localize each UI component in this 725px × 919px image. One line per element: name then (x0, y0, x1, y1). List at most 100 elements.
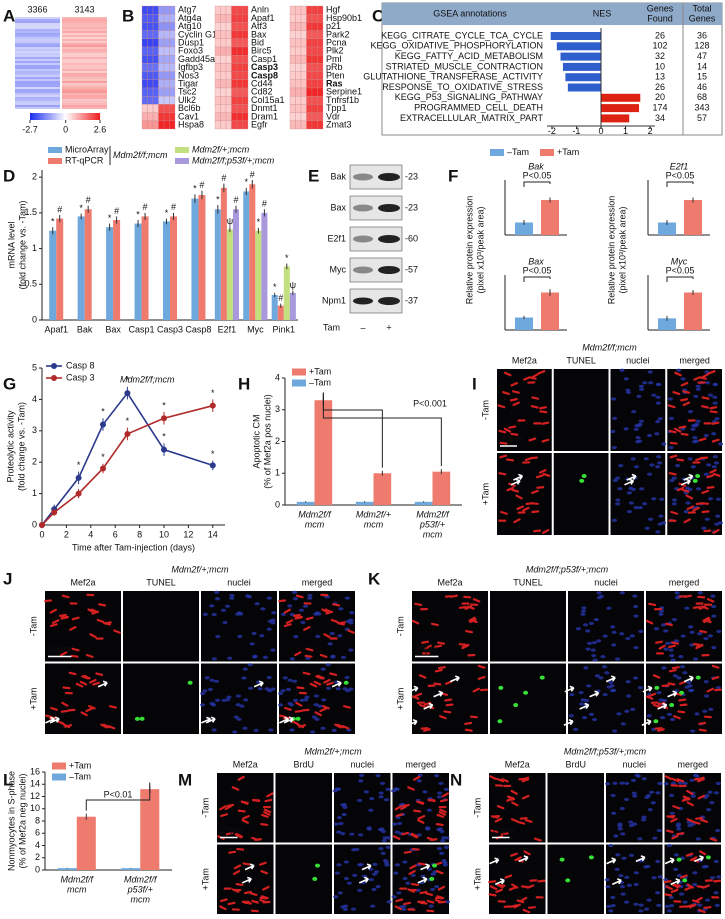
band (378, 266, 400, 274)
image-tile (122, 662, 200, 735)
nucleus (277, 691, 284, 696)
nucleus (656, 828, 662, 833)
y-tick-label: 4 (275, 372, 280, 382)
nucleus (213, 679, 220, 683)
myocyte-nucleus (411, 695, 420, 700)
nucleus (342, 805, 348, 809)
gene-name: Gadd45a (178, 54, 215, 64)
myocyte-nucleus (692, 605, 701, 609)
gene-name: Bcl6b (178, 103, 201, 113)
myocyte-nucleus (519, 896, 528, 902)
nucleus (649, 790, 655, 794)
nucleus (225, 698, 231, 702)
nucleus (670, 781, 677, 785)
heatmap-cell (317, 55, 324, 64)
nucleus (282, 676, 288, 680)
myocyte-nucleus (412, 775, 421, 781)
myocyte-nucleus (667, 404, 676, 409)
heatmap-stripe (62, 89, 107, 91)
myocyte-nucleus (263, 808, 272, 814)
heatmap-cell (231, 38, 238, 48)
heatmap-cell (214, 71, 221, 80)
x-axis-label: Time after Tam-injection (days) (72, 542, 195, 552)
nucleus (617, 824, 623, 828)
myocyte-nucleus (444, 698, 453, 702)
nucleus (396, 891, 402, 895)
myocyte-nucleus (522, 461, 531, 464)
image-tile (552, 452, 610, 536)
bar (214, 209, 221, 320)
myocyte-nucleus (687, 419, 696, 422)
nucleus (655, 401, 661, 405)
heatmap-cell (152, 38, 159, 48)
nucleus (267, 619, 273, 623)
myocyte-nucleus (678, 595, 687, 598)
nucleus (638, 909, 644, 913)
nucleus (344, 675, 350, 680)
nucleus (633, 604, 639, 609)
nucleus (329, 631, 335, 636)
nucleus (657, 461, 663, 465)
heatmap-cell (242, 55, 249, 64)
bar (562, 62, 601, 71)
myocyte-nucleus (711, 664, 720, 669)
nucleus (443, 787, 449, 791)
y-tick-label: 5 (32, 362, 37, 372)
myocyte-nucleus (284, 706, 292, 711)
nucleus (382, 858, 389, 863)
nucleus (633, 902, 639, 906)
nucleus (340, 832, 346, 836)
colorbar-tick-label: -2.7 (22, 124, 38, 134)
myocyte-nucleus (302, 671, 311, 676)
heatmap-cell (225, 120, 232, 130)
myocyte-nucleus (507, 798, 516, 802)
nucleus (247, 686, 254, 690)
myocyte-nucleus (665, 885, 673, 891)
band (353, 204, 373, 212)
heatmap-cell (152, 104, 159, 113)
point (161, 446, 167, 453)
myocyte-nucleus (305, 647, 314, 652)
nucleus (619, 885, 626, 889)
nucleus (704, 898, 711, 902)
nucleus (390, 789, 397, 793)
x-tick-label: Mdm2f/f (298, 509, 332, 519)
nucleus (245, 594, 251, 598)
myocyte-nucleus (64, 691, 73, 695)
myocyte-nucleus (86, 593, 95, 597)
nucleus (613, 834, 619, 838)
myocyte-nucleus (699, 376, 707, 380)
chart-title: Bak (528, 161, 544, 171)
myocyte-nucleus (686, 818, 695, 823)
myocyte-nucleus (95, 672, 104, 676)
heatmap-cell (306, 104, 313, 113)
myocyte-nucleus (87, 608, 95, 614)
stained-nucleus (695, 474, 701, 479)
heatmap-stripe (62, 43, 107, 45)
bar (170, 216, 177, 320)
nucleus (580, 698, 586, 702)
heatmap-cell (311, 38, 318, 48)
scale-bar-label: 20μm (48, 644, 71, 654)
myocyte-nucleus (233, 864, 242, 870)
heatmap-cell (214, 22, 221, 31)
nucleus (392, 822, 398, 826)
y-axis-label: Apoptotic CM (251, 414, 261, 468)
nucleus (651, 497, 657, 501)
image-tile (663, 772, 722, 844)
gene-name: Hsp90b1 (326, 13, 362, 23)
genes-found: 10 (655, 61, 665, 71)
nucleus (596, 591, 602, 595)
heatmap-cell (236, 22, 243, 31)
gene-name: Pcna (326, 37, 347, 47)
heatmap-stripe (62, 101, 107, 103)
nucleus (302, 604, 309, 608)
myocyte-nucleus (309, 682, 318, 688)
myocyte-nucleus (320, 593, 329, 597)
nucleus (630, 457, 636, 461)
image-tile (489, 590, 567, 663)
nucleus (615, 476, 621, 480)
heatmap-stripe (62, 55, 107, 57)
nucleus (625, 636, 631, 641)
heatmap-cell (225, 22, 232, 31)
